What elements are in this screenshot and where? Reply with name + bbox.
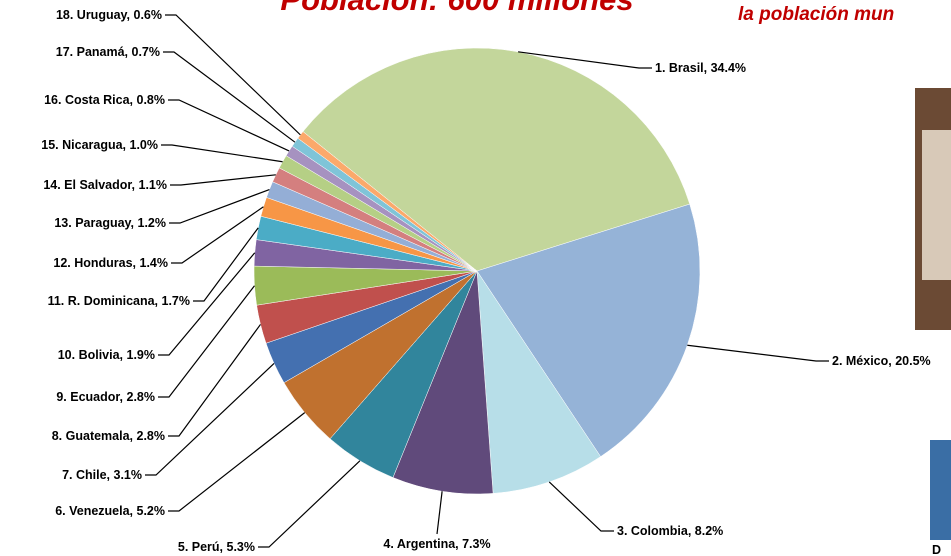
leader-line: [193, 227, 259, 302]
leader-line: [158, 252, 256, 356]
data-label: 1. Brasil, 34.4%: [655, 61, 746, 75]
leader-line: [548, 481, 614, 532]
data-label: 16. Costa Rica, 0.8%: [44, 93, 165, 107]
data-label: 10. Bolivia, 1.9%: [58, 348, 155, 362]
chart-title: Población: 600 millones: [280, 0, 633, 17]
leader-line: [163, 51, 296, 143]
side-box: [930, 440, 951, 540]
data-label: 11. R. Dominicana, 1.7%: [48, 294, 190, 308]
subtitle: la población mun: [738, 4, 894, 25]
pie-slice: [476, 270, 601, 494]
data-label: 18. Uruguay, 0.6%: [56, 8, 162, 22]
leader-line: [158, 285, 255, 398]
leader-line: [436, 491, 443, 535]
leader-line: [258, 460, 361, 548]
leader-line: [168, 324, 261, 437]
side-text: D: [932, 543, 941, 556]
leader-line: [687, 344, 829, 362]
leader-line: [168, 99, 290, 152]
data-label: 3. Colombia, 8.2%: [617, 524, 723, 538]
data-label: 5. Perú, 5.3%: [178, 540, 255, 554]
data-label: 12. Honduras, 1.4%: [53, 256, 168, 270]
data-label: 7. Chile, 3.1%: [62, 468, 142, 482]
data-label: 14. El Salvador, 1.1%: [43, 178, 167, 192]
data-label: 15. Nicaragua, 1.0%: [41, 138, 158, 152]
data-label: 9. Ecuador, 2.8%: [56, 390, 155, 404]
data-label: 8. Guatemala, 2.8%: [52, 429, 165, 443]
leader-line: [518, 51, 652, 69]
photo-detail: [922, 130, 951, 280]
leader-line: [171, 206, 264, 264]
pie-slice: [392, 270, 494, 495]
pie-slice: [297, 131, 478, 272]
leader-line: [170, 174, 276, 186]
data-label: 17. Panamá, 0.7%: [56, 45, 160, 59]
data-label: 6. Venezuela, 5.2%: [55, 504, 165, 518]
leader-line: [161, 144, 283, 163]
leader-line: [168, 412, 306, 512]
data-label: 13. Paraguay, 1.2%: [54, 216, 166, 230]
data-label: 2. México, 20.5%: [832, 354, 931, 368]
leader-line: [165, 14, 301, 136]
leader-line: [169, 188, 270, 224]
data-label: 4. Argentina, 7.3%: [383, 537, 490, 551]
pie-slice: [302, 47, 691, 272]
leader-line: [145, 362, 275, 476]
